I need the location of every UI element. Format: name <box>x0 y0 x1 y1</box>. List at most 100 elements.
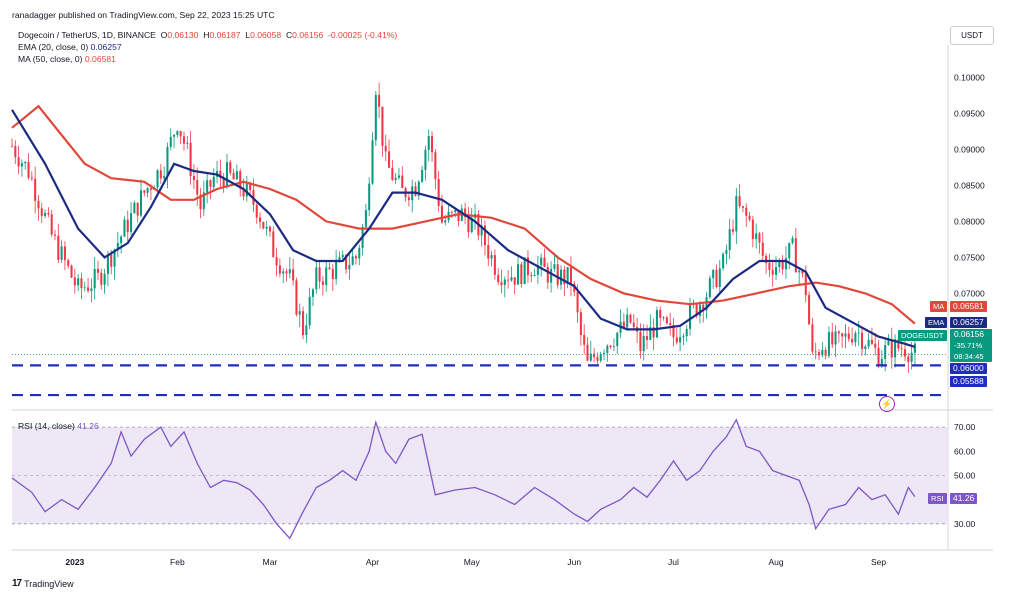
candle-body <box>364 210 367 227</box>
candle-body <box>612 346 615 347</box>
candle-body <box>880 358 883 367</box>
time-tick-label: Mar <box>263 557 278 567</box>
candle-body <box>189 142 192 177</box>
candle-body <box>450 211 453 213</box>
candle-body <box>659 310 662 318</box>
candles-group <box>10 82 916 374</box>
candle-body <box>725 249 728 254</box>
candle-body <box>487 245 490 259</box>
candle-body <box>20 163 23 167</box>
time-tick-label: Aug <box>768 557 783 567</box>
rsi-tick-label: 70.00 <box>954 422 976 432</box>
price-tick-label: 0.09000 <box>954 144 985 154</box>
candle-body <box>728 229 731 250</box>
candle-body <box>566 267 569 285</box>
candle-body <box>285 271 288 274</box>
candle-body <box>146 188 149 193</box>
candle-body <box>381 106 384 146</box>
candle-body <box>321 281 324 285</box>
currency-button[interactable]: USDT <box>950 26 994 45</box>
candle-body <box>599 353 602 361</box>
flash-icon[interactable]: ⚡ <box>879 396 895 412</box>
candle-body <box>788 242 791 259</box>
candle-body <box>864 346 867 350</box>
candle-body <box>741 206 744 208</box>
candle-body <box>351 256 354 265</box>
last-price-box: 0.06156 -35.71% 08:34:45 <box>950 329 992 362</box>
candle-body <box>705 297 708 311</box>
candle-body <box>583 335 586 345</box>
candle-body <box>702 304 705 311</box>
candle-body <box>186 142 189 144</box>
candle-body <box>239 171 242 189</box>
candle-body <box>536 265 539 275</box>
rsi-tick-label: 50.00 <box>954 470 976 480</box>
open-label: O <box>160 30 168 40</box>
candle-body <box>196 180 199 195</box>
candle-body <box>808 295 811 325</box>
candle-body <box>497 274 500 283</box>
candle-body <box>718 268 721 287</box>
candle-body <box>847 333 850 339</box>
candle-body <box>543 257 546 267</box>
tradingview-logo[interactable]: 17 TradingView <box>12 578 74 589</box>
candle-body <box>229 162 232 173</box>
candle-body <box>259 217 262 222</box>
candle-body <box>913 343 916 353</box>
candle-body <box>417 181 420 196</box>
candle-body <box>37 200 40 209</box>
candle-body <box>431 136 434 153</box>
candle-body <box>40 208 43 216</box>
ma-legend[interactable]: MA (50, close, 0) 0.06581 <box>18 54 116 64</box>
candle-body <box>67 260 70 266</box>
candle-body <box>255 204 258 218</box>
candle-body <box>821 349 824 356</box>
time-tick-label: Jul <box>668 557 679 567</box>
candle-body <box>288 269 291 274</box>
tradingview-mark-icon: 17 <box>12 578 22 589</box>
candle-body <box>126 219 129 233</box>
candle-body <box>639 331 642 352</box>
rsi-legend[interactable]: RSI (14, close) 41.26 <box>18 421 99 431</box>
candle-body <box>824 349 827 356</box>
candle-body <box>388 151 391 168</box>
candle-body <box>70 265 73 278</box>
candle-body <box>434 152 437 180</box>
candle-body <box>282 271 285 274</box>
candle-body <box>523 257 526 284</box>
candle-body <box>149 188 152 190</box>
candle-body <box>827 332 830 356</box>
overlays-group <box>11 104 948 397</box>
candle-body <box>328 267 331 270</box>
candle-body <box>14 146 17 158</box>
candle-body <box>335 261 338 280</box>
candle-body <box>513 277 516 285</box>
candle-body <box>735 196 738 232</box>
candle-body <box>374 94 377 141</box>
candle-body <box>642 336 645 352</box>
candle-body <box>166 146 169 177</box>
ema-legend[interactable]: EMA (20, close, 0) 0.06257 <box>18 42 122 52</box>
candle-body <box>156 170 159 188</box>
candle-body <box>679 337 682 343</box>
candle-body <box>219 170 222 178</box>
candle-body <box>765 255 768 263</box>
candle-body <box>401 175 404 189</box>
candle-body <box>798 270 801 273</box>
candle-body <box>110 254 113 267</box>
candle-body <box>560 269 563 285</box>
candle-body <box>609 345 612 347</box>
candle-body <box>791 238 794 243</box>
candle-body <box>348 264 351 270</box>
candle-body <box>540 257 543 266</box>
candle-body <box>731 229 735 232</box>
candle-body <box>232 172 235 180</box>
candle-body <box>397 175 400 178</box>
candle-body <box>553 264 556 269</box>
candle-body <box>616 332 619 347</box>
candle-body <box>225 162 229 187</box>
candle-body <box>550 268 553 283</box>
candle-body <box>163 176 166 179</box>
candle-body <box>877 347 880 367</box>
